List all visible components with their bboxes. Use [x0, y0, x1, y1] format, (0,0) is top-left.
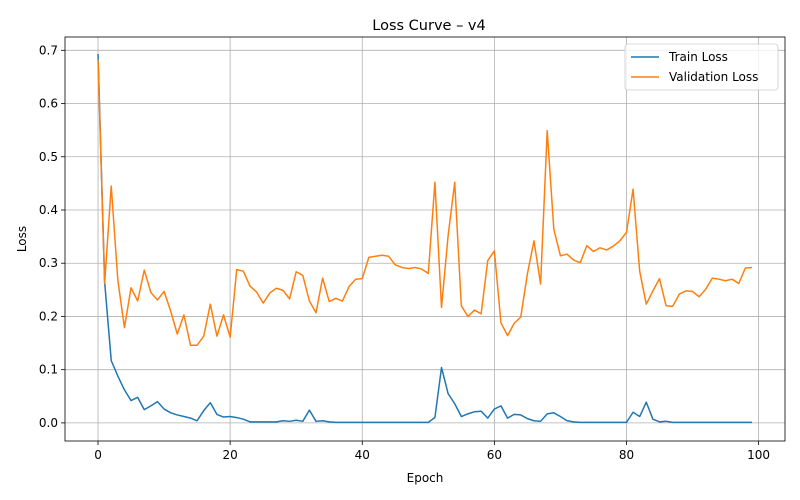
y-axis-label: Loss: [15, 226, 29, 252]
y-tick-label: 0.2: [39, 309, 58, 323]
legend: Train Loss Validation Loss: [624, 43, 779, 91]
legend-box: [624, 43, 779, 91]
y-tick-label: 0.1: [39, 363, 58, 377]
x-tick-label: 40: [355, 448, 370, 462]
y-tick-label: 0.4: [39, 203, 58, 217]
x-tick-label: 20: [222, 448, 237, 462]
legend-label: Validation Loss: [669, 70, 758, 84]
data-lines: [97, 54, 753, 424]
y-axis: 0.0 0.1 0.2 0.3 0.4 0.5 0.6 0.7: [39, 43, 65, 430]
x-axis: 0 20 40 60 80 100: [94, 441, 770, 462]
x-tick-label: 80: [619, 448, 634, 462]
series-line-validation-loss: [97, 59, 753, 346]
plot-frame: [64, 36, 786, 442]
chart-title: Loss Curve – v4: [372, 18, 485, 34]
y-tick-label: 0.7: [39, 43, 58, 57]
y-tick-label: 0.3: [39, 256, 58, 270]
series-line-train-loss: [97, 54, 752, 424]
x-tick-label: 0: [94, 448, 102, 462]
legend-label: Train Loss: [668, 50, 728, 64]
y-tick-label: 0.0: [39, 416, 58, 430]
y-tick-label: 0.6: [39, 97, 58, 111]
x-axis-label: Epoch: [407, 471, 444, 485]
y-tick-label: 0.5: [39, 150, 58, 164]
x-tick-label: 100: [747, 448, 770, 462]
x-tick-label: 60: [487, 448, 502, 462]
